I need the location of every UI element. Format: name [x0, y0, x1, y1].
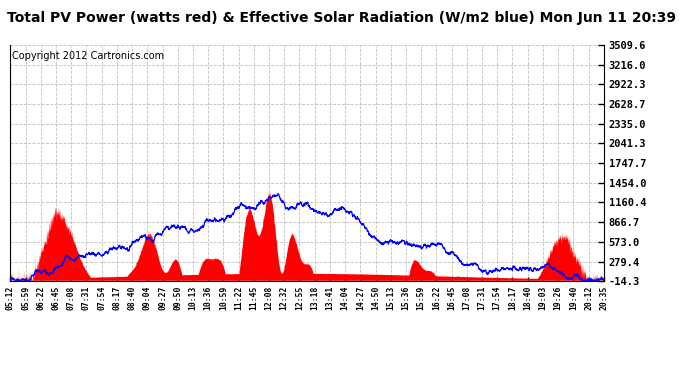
Text: Total PV Power (watts red) & Effective Solar Radiation (W/m2 blue) Mon Jun 11 20: Total PV Power (watts red) & Effective S…: [7, 11, 676, 25]
Text: Copyright 2012 Cartronics.com: Copyright 2012 Cartronics.com: [12, 51, 164, 61]
